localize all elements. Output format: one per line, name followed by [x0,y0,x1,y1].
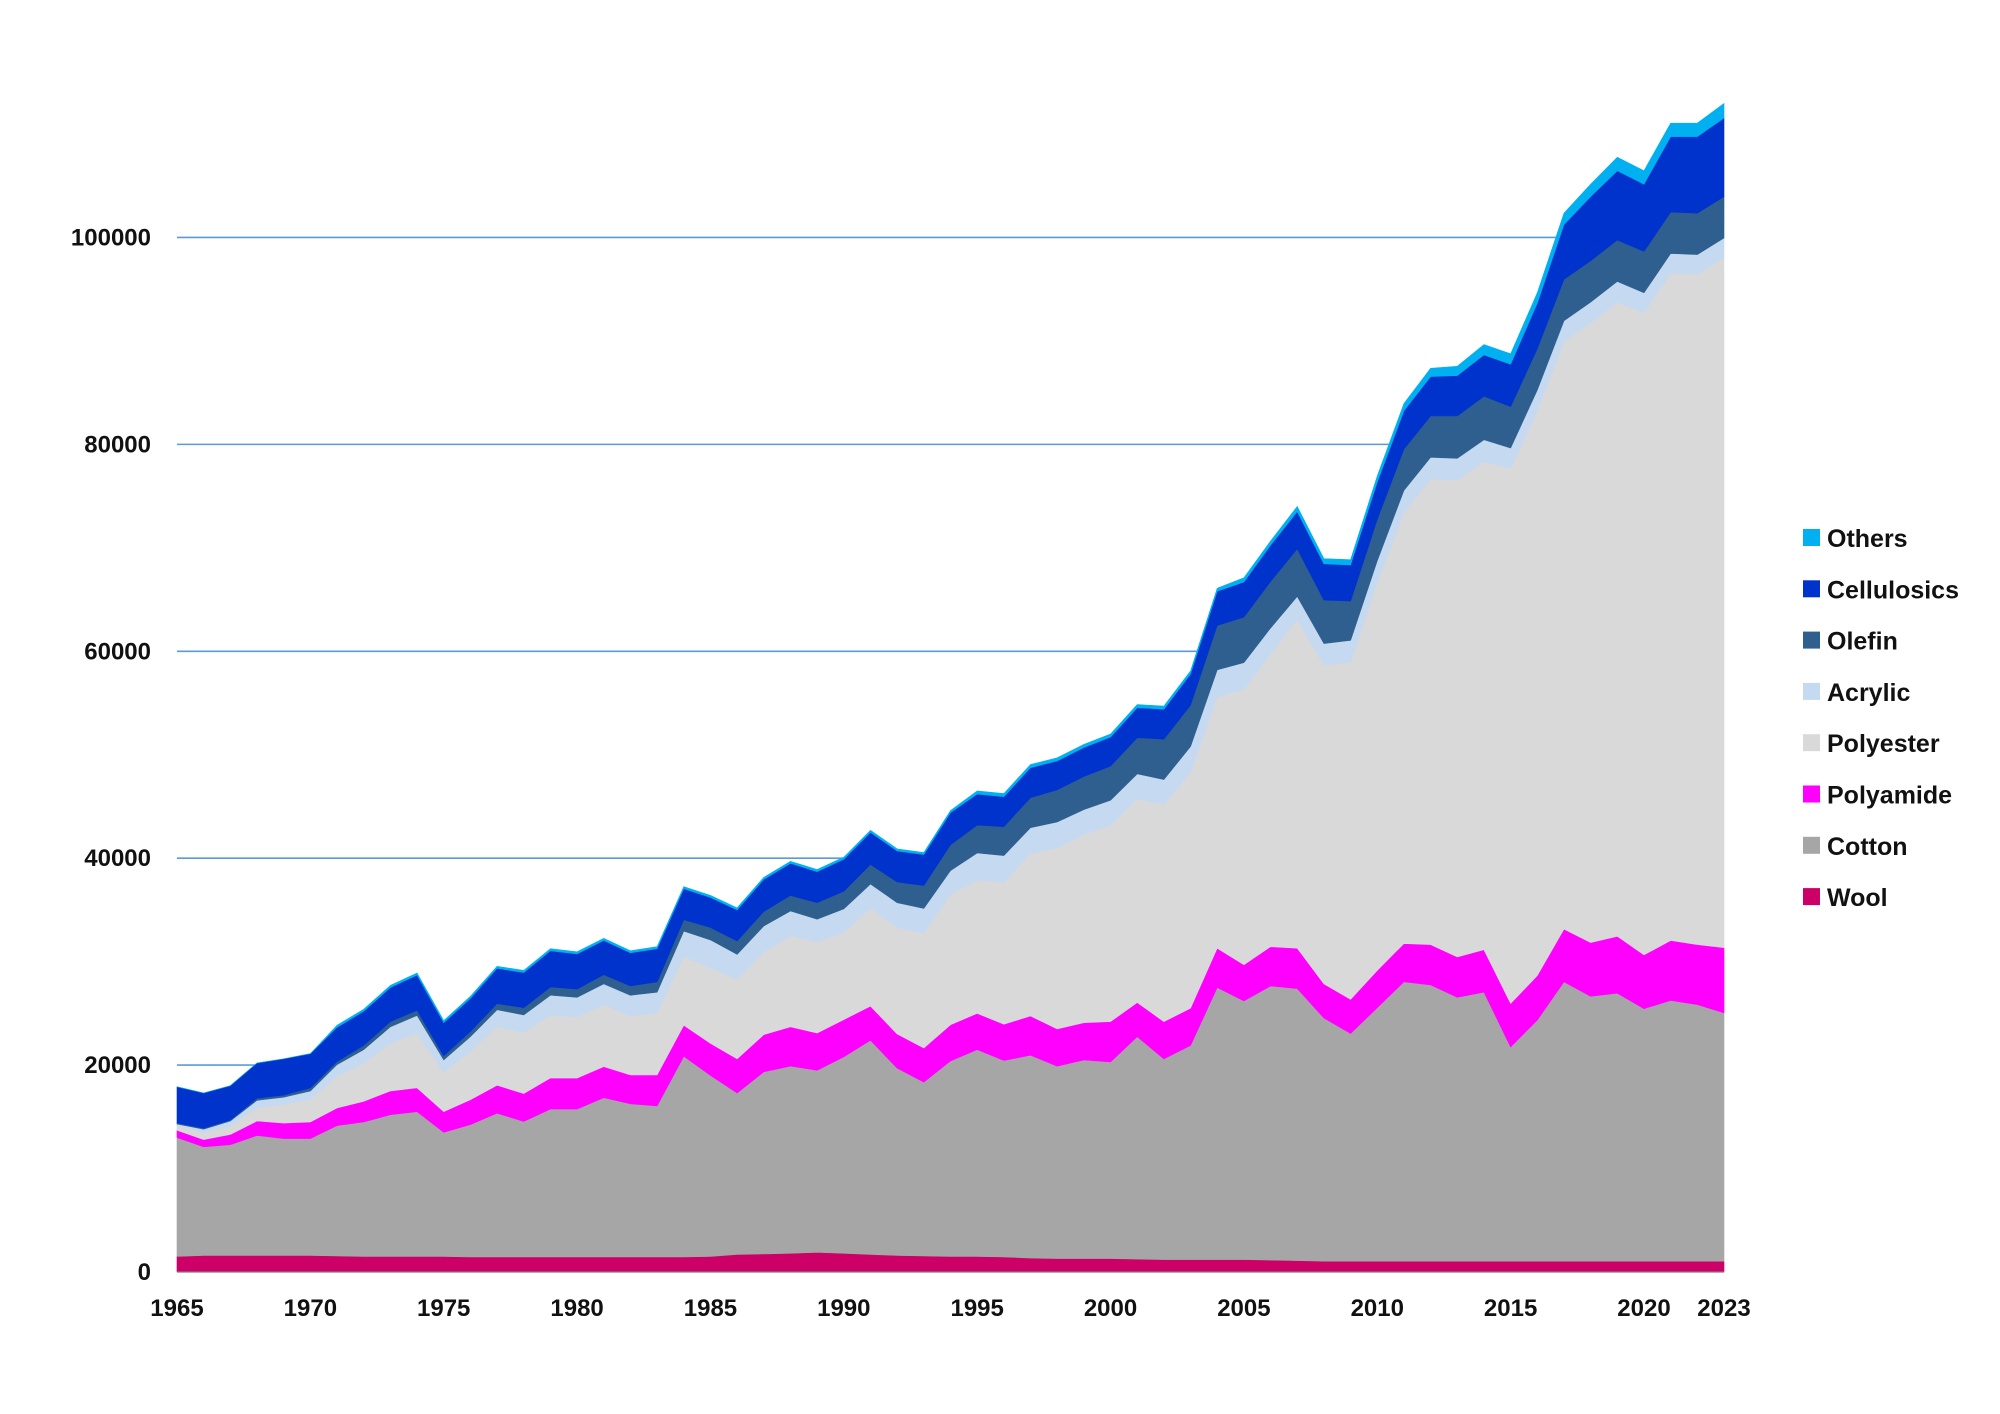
legend-label: Cellulosics [1827,576,1959,604]
x-tick-label: 1980 [550,1295,603,1322]
x-tick-label: 2005 [1217,1295,1270,1322]
legend-item-olefin: Olefin [1803,628,1898,656]
legend-swatch [1803,785,1820,803]
x-tick-label: 2000 [1084,1295,1137,1322]
x-tick-label: 1985 [684,1295,737,1322]
y-tick-label: 20000 [84,1052,151,1079]
legend: Others Cellulosics Olefin Acrylic Polyester P… [1803,525,1959,912]
legend-swatch [1803,631,1820,649]
legend-swatch [1803,529,1820,546]
legend-swatch [1803,888,1820,906]
legend-swatch [1803,682,1820,700]
legend-label: Others [1827,525,1908,553]
legend-item-wool: Wool [1803,884,1888,912]
y-tick-label: 0 [138,1259,151,1286]
legend-label: Olefin [1827,628,1898,656]
x-tick-label: 2020 [1617,1295,1670,1322]
legend-swatch [1803,734,1820,752]
y-tick-label: 100000 [71,224,151,251]
x-tick-label: 2010 [1351,1295,1404,1322]
legend-item-cotton: Cotton [1803,833,1908,861]
y-axis: 0 20000 40000 60000 80000 100000 [71,224,151,1286]
x-axis: 1965 1970 1975 1980 1985 1990 1995 2000 2005 2010… [150,1271,1751,1322]
legend-item-polyester: Polyester [1803,730,1940,758]
legend-item-others: Others [1803,525,1908,553]
area-others [176,102,1725,1094]
x-tick-label: 1975 [417,1295,470,1322]
legend-swatch [1803,836,1820,854]
x-tick-label: 1965 [150,1295,203,1322]
legend-item-acrylic: Acrylic [1803,679,1910,707]
legend-item-polyamide: Polyamide [1803,782,1952,810]
y-tick-label: 80000 [84,431,151,458]
area-series [176,102,1725,1273]
legend-label: Wool [1827,884,1888,912]
legend-label: Polyester [1827,730,1940,758]
legend-swatch [1803,580,1820,598]
x-tick-label: 1990 [817,1295,870,1322]
x-tick-label: 2015 [1484,1295,1537,1322]
y-tick-label: 40000 [84,845,151,872]
x-tick-label: 1995 [950,1295,1003,1322]
y-tick-label: 60000 [84,638,151,665]
legend-label: Acrylic [1827,679,1910,707]
legend-label: Cotton [1827,833,1908,861]
legend-item-cellulosics: Cellulosics [1803,576,1959,604]
x-tick-label: 1970 [284,1295,337,1322]
x-tick-label: 2023 [1697,1295,1750,1322]
legend-label: Polyamide [1827,782,1952,810]
